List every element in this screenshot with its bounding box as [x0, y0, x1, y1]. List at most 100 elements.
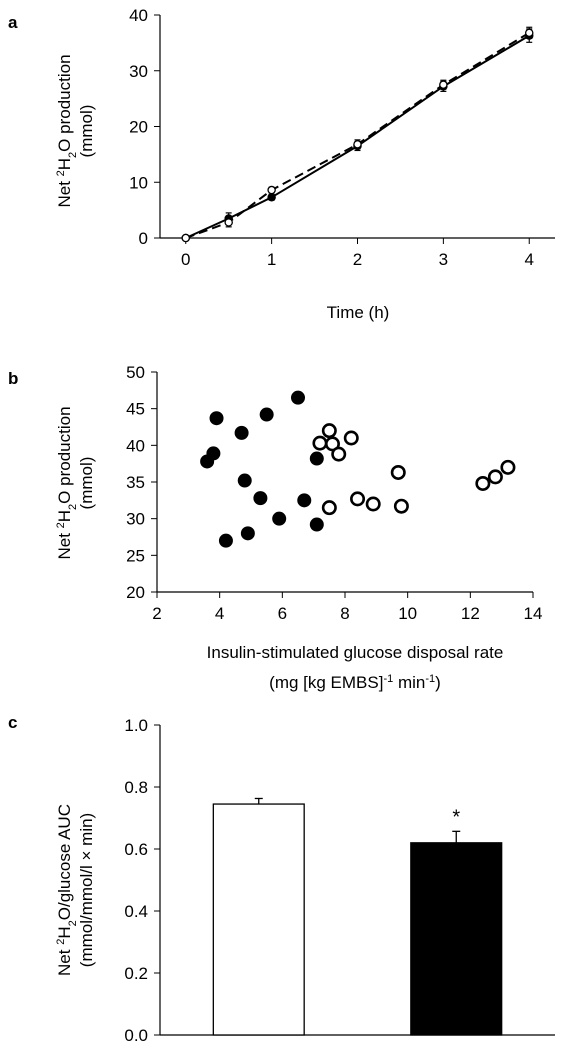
panel-b-point-series-2: [393, 498, 409, 514]
panel-b-point-series-1: [237, 473, 252, 488]
panel-c-bar-2: [410, 842, 503, 1036]
panel-c-ylabel-sub: 2: [67, 920, 79, 926]
panel-a-point-series-2: [181, 233, 191, 243]
panel-c-ylabel-h: H: [55, 926, 74, 938]
panel-b-xtick-label: 4: [215, 604, 224, 623]
panel-c: c Net 2H2O/glucose AUC (mmol/mmol/l × mi…: [8, 713, 555, 1045]
panel-b-xlabel-unit-c: ): [435, 673, 441, 692]
panel-a-xtick-label: 3: [439, 250, 448, 269]
panel-b-ytick-label: 35: [126, 473, 145, 492]
panel-b-point-series-1: [297, 493, 312, 508]
panel-b-label: b: [8, 369, 18, 388]
panel-b-point-series-2: [390, 464, 406, 480]
panel-b-ytick-label: 45: [126, 400, 145, 419]
panel-c-bar-1: [212, 803, 305, 1036]
panel-b-point-series-2: [321, 500, 337, 516]
panel-b-point-series-1: [240, 526, 255, 541]
panel-b-point-series-2: [312, 435, 328, 451]
panel-b-ytick-label: 20: [126, 583, 145, 602]
panel-b-point-series-1: [218, 533, 233, 548]
panel-a-marks: [181, 26, 534, 243]
panel-b-xtick-label: 12: [461, 604, 480, 623]
svg-text:(mg [kg EMBS]-1 min-1): (mg [kg EMBS]-1 min-1): [269, 673, 441, 692]
panel-a-ytick-label: 10: [129, 173, 148, 192]
panel-a: a Net 2H2O production (mmol) Time (h) 01…: [8, 6, 555, 322]
panel-c-ylabel-part-net: Net: [55, 945, 74, 976]
svg-text:Net 2H2O/glucose AUC: Net 2H2O/glucose AUC: [55, 804, 79, 976]
panel-a-point-series-2: [524, 28, 534, 38]
panel-a-axes: 0 10 20 30 40 0 1 2 3 4: [129, 6, 555, 269]
panel-b-axes: 20 25 30 35 40 45 50 2 4 6 8 10 12 14: [126, 363, 542, 623]
panel-b-xlabel-line1: Insulin-stimulated glucose disposal rate: [207, 643, 504, 662]
panel-c-ytick-label: 0.6: [124, 840, 148, 859]
panel-b-xlabel-sup1: -1: [383, 673, 393, 685]
panel-c-ytick-label: 0.2: [124, 964, 148, 983]
panel-b-point-series-2: [350, 491, 366, 507]
panel-c-ylabel: Net 2H2O/glucose AUC (mmol/mmol/l × min): [55, 804, 96, 976]
panel-b-xlabel-unit-b: min: [393, 673, 425, 692]
panel-a-ylabel-rest: O production: [55, 54, 74, 151]
panel-a-ylabel-unit: (mmol): [77, 105, 96, 158]
panel-b-ylabel-unit: (mmol): [77, 457, 96, 510]
panel-c-ytick-label: 1.0: [124, 716, 148, 735]
panel-b-point-series-1: [291, 390, 305, 405]
panel-a-ytick-label: 20: [129, 118, 148, 137]
panel-b-xtick-label: 8: [340, 604, 349, 623]
panel-a-ylabel-h: H: [55, 158, 74, 170]
panel-a-ylabel-sup: 2: [55, 170, 67, 176]
panel-a-xlabel: Time (h): [327, 303, 390, 322]
panel-c-ylabel-unit: (mmol/mmol/l × min): [77, 813, 96, 967]
panel-a-series-1-line: [185, 34, 530, 239]
panel-b-xtick-label: 2: [152, 604, 161, 623]
panel-a-xtick-label: 0: [181, 250, 190, 269]
panel-b-point-series-2: [343, 430, 359, 446]
panel-a-label: a: [8, 13, 18, 32]
panel-b: b Net 2H2O production (mmol) Insulin-sti…: [8, 363, 542, 692]
panel-b-ylabel-sup: 2: [55, 522, 67, 528]
panel-b-point-series-1: [309, 451, 324, 466]
panel-a-point-series-2: [439, 80, 448, 89]
svg-text:Net 2H2O production: Net 2H2O production: [55, 54, 79, 207]
panel-c-ytick-label: 0.4: [124, 902, 148, 921]
panel-b-ylabel-h: H: [55, 510, 74, 522]
panel-a-ylabel: Net 2H2O production (mmol): [55, 54, 96, 207]
panel-c-ylabel-rest: O/glucose AUC: [55, 804, 74, 920]
svg-text:Net 2H2O production: Net 2H2O production: [55, 406, 79, 559]
panel-b-xtick-label: 10: [398, 604, 417, 623]
panel-b-point-series-1: [272, 511, 287, 526]
panel-b-point-series-1: [234, 425, 249, 440]
panel-a-series-2-line: [185, 31, 530, 239]
panel-b-point-series-1: [209, 411, 224, 426]
panel-b-ylabel: Net 2H2O production (mmol): [55, 406, 96, 559]
panel-b-point-series-2: [321, 423, 337, 439]
panel-b-xlabel-unit-a: (mg [kg EMBS]: [269, 673, 383, 692]
panel-b-ylabel-part-net: Net: [55, 528, 74, 559]
panel-a-xtick-label: 4: [525, 250, 534, 269]
panel-a-point-series-1: [267, 193, 276, 202]
panel-a-ytick-label: 0: [139, 229, 148, 248]
panel-b-ylabel-sub: 2: [67, 504, 79, 510]
panel-a-point-series-2: [353, 140, 362, 149]
panel-b-ytick-label: 50: [126, 363, 145, 382]
panel-a-ytick-label: 30: [129, 62, 148, 81]
panel-b-xlabel-sup2: -1: [425, 673, 435, 685]
panel-b-point-series-1: [309, 517, 324, 532]
panel-c-label: c: [8, 713, 17, 732]
panel-c-ytick-label: 0.8: [124, 778, 148, 797]
panel-b-point-series-2: [331, 446, 347, 462]
panel-c-marks: *: [212, 797, 503, 1036]
panel-c-significance-marker: *: [452, 806, 460, 828]
panel-b-xtick-label: 6: [278, 604, 287, 623]
panel-b-point-series-1: [259, 407, 274, 422]
panel-b-point-series-2: [487, 469, 503, 485]
panel-b-ytick-label: 30: [126, 510, 145, 529]
panel-b-point-series-1: [253, 491, 268, 506]
panel-b-ytick-label: 40: [126, 436, 145, 455]
panel-a-ytick-label: 40: [129, 6, 148, 25]
panel-b-point-series-2: [500, 459, 516, 475]
panel-a-point-series-2: [267, 185, 276, 195]
panel-b-point-series-2: [475, 475, 491, 491]
panel-a-xtick-label: 2: [353, 250, 362, 269]
panel-b-ylabel-rest: O production: [55, 406, 74, 503]
